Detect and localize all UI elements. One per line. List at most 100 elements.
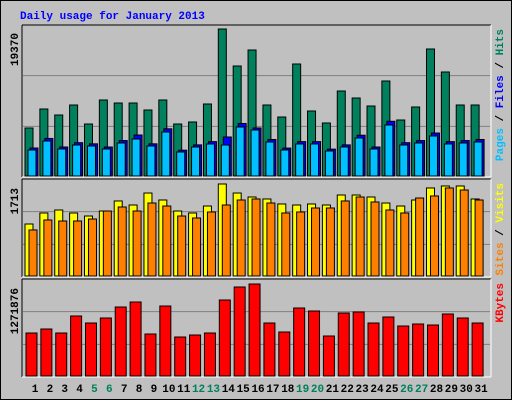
x-tick-label: 30 (460, 384, 473, 396)
bar (367, 322, 380, 377)
x-tick-label: 7 (121, 384, 128, 396)
bar (474, 199, 484, 277)
bar (310, 143, 320, 177)
bar (147, 202, 157, 277)
legend: Sites / Visits (495, 183, 507, 275)
bar (293, 307, 306, 377)
x-tick-label: 13 (207, 384, 221, 396)
bar (280, 149, 290, 177)
bar (132, 210, 142, 277)
bar (458, 142, 468, 177)
bar (42, 140, 52, 177)
bar (400, 212, 410, 277)
bar (159, 305, 172, 377)
chart-title: Daily usage for January 2013 (20, 11, 205, 23)
x-tick-label: 14 (222, 384, 236, 396)
legend-entry: Sites (495, 242, 507, 275)
bar (384, 124, 394, 177)
bar (278, 331, 291, 377)
bar (399, 144, 409, 177)
x-tick-label: 18 (281, 384, 295, 396)
bar (43, 219, 53, 277)
bar (70, 315, 83, 377)
x-tick-label: 3 (61, 384, 68, 396)
bar (471, 322, 484, 377)
bar (55, 332, 68, 377)
bar (144, 333, 157, 377)
bar (206, 211, 216, 277)
legend-separator: / (495, 108, 507, 128)
bar (87, 218, 97, 277)
x-tick-label: 1 (32, 384, 39, 396)
bar (429, 195, 439, 277)
bar (265, 141, 275, 177)
bar (459, 189, 469, 277)
x-tick-label: 22 (341, 384, 354, 396)
legend-separator: / (495, 223, 507, 243)
bar (325, 207, 335, 277)
x-tick-label: 12 (192, 384, 205, 396)
x-tick-label: 21 (326, 384, 340, 396)
bar (221, 204, 231, 277)
bar (248, 283, 261, 377)
y-tick-label: 1713 (10, 188, 22, 215)
bar (385, 209, 395, 277)
x-tick-label: 25 (385, 384, 399, 396)
bar (426, 324, 439, 377)
legend-entry: Hits (495, 29, 507, 55)
legend-entry: KBytes (495, 283, 507, 323)
bar (129, 301, 142, 377)
bar (131, 138, 141, 177)
bar (296, 211, 306, 277)
bar (355, 196, 365, 277)
x-tick-label: 31 (474, 384, 488, 396)
bar (369, 148, 379, 177)
bar (57, 148, 67, 177)
bar (28, 229, 38, 277)
bar (40, 328, 53, 377)
bar (382, 316, 395, 377)
bar (218, 299, 231, 377)
bar (324, 150, 334, 177)
bar (266, 202, 276, 277)
bar (235, 126, 245, 177)
bar (322, 335, 335, 377)
bar (340, 200, 350, 277)
bar (114, 306, 127, 377)
bar (295, 143, 305, 177)
bar (58, 220, 68, 277)
bar (189, 334, 202, 377)
bar (412, 323, 425, 377)
x-tick-label: 16 (251, 384, 264, 396)
bar (27, 149, 37, 177)
x-tick-label: 27 (415, 384, 428, 396)
bar (177, 215, 187, 277)
x-tick-label: 26 (400, 384, 413, 396)
y-tick-label: 1271876 (10, 288, 22, 334)
bar (397, 325, 410, 377)
legend-separator: / (495, 55, 507, 75)
x-tick-label: 19 (296, 384, 309, 396)
bar (116, 142, 126, 177)
bar (73, 220, 83, 277)
x-tick-label: 28 (430, 384, 444, 396)
bar (176, 151, 186, 177)
legend-entry: Files (495, 75, 507, 108)
bar (146, 145, 156, 177)
bar (311, 207, 321, 277)
x-tick-label: 4 (76, 384, 83, 396)
bar (25, 332, 38, 377)
bar (203, 332, 216, 377)
bar (428, 135, 438, 177)
legend-entry: Pages (495, 128, 507, 161)
bar (162, 205, 172, 277)
bar (354, 137, 364, 177)
bar (161, 131, 171, 177)
bar (251, 198, 261, 277)
x-tick-label: 29 (445, 384, 458, 396)
bar (236, 199, 246, 277)
x-tick-label: 10 (162, 384, 175, 396)
bar (191, 146, 201, 177)
bar (414, 142, 424, 177)
